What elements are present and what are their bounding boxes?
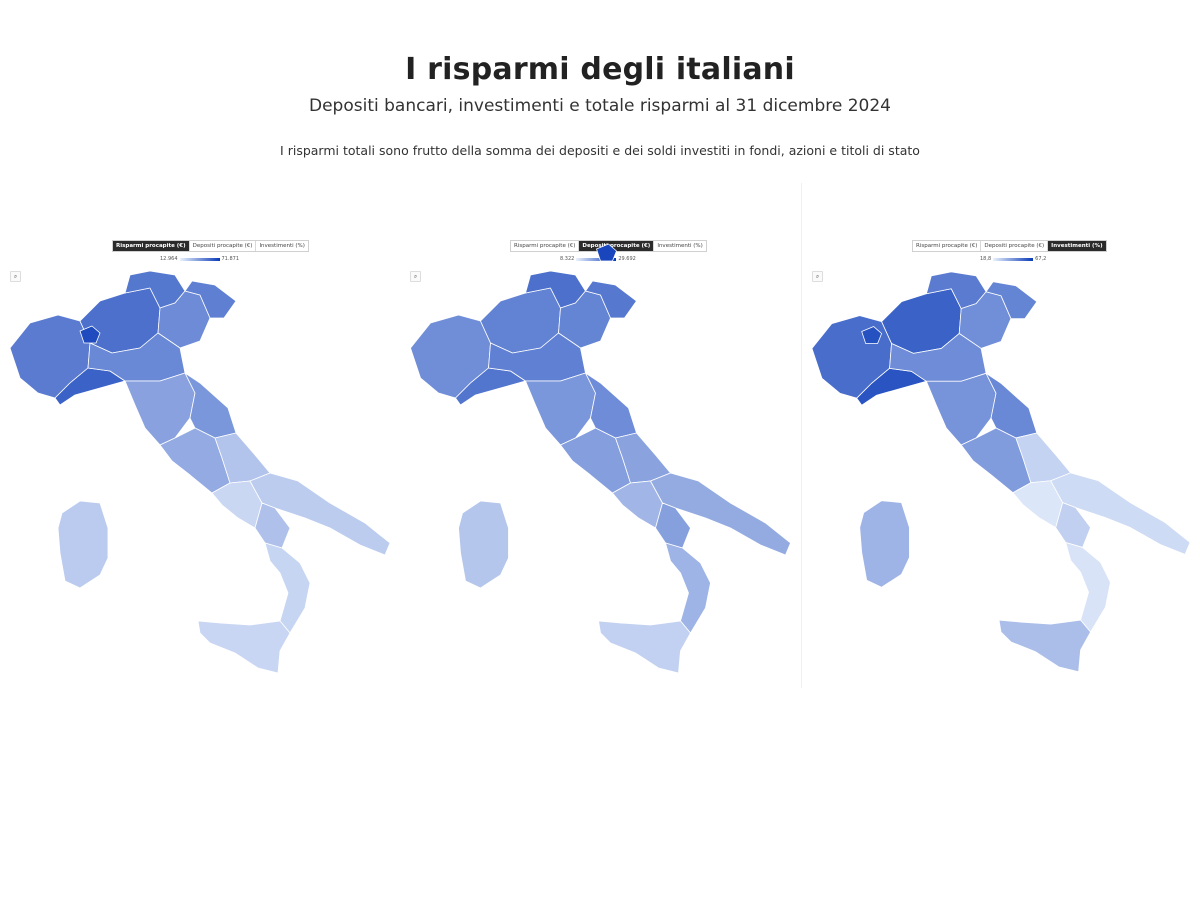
tab-risparmi[interactable]: Risparmi procapite (€) <box>113 241 190 251</box>
region-calabria[interactable] <box>264 542 311 634</box>
region-umbria-marche[interactable] <box>985 372 1038 439</box>
legend-min: 12.964 <box>160 256 178 262</box>
tab-depositi[interactable]: Depositi procapite (€) <box>190 241 257 251</box>
region-toscana[interactable] <box>124 372 196 446</box>
map-panel-investimenti: Risparmi procapite (€) Depositi procapit… <box>801 183 1200 688</box>
tab-depositi[interactable]: Depositi procapite (€) <box>579 241 655 251</box>
region-milano[interactable] <box>596 243 617 262</box>
legend-gradient <box>179 257 220 261</box>
region-calabria[interactable] <box>665 542 711 634</box>
tab-risparmi[interactable]: Risparmi procapite (€) <box>913 241 982 251</box>
map-tabs: Risparmi procapite (€) Depositi procapit… <box>912 240 1107 252</box>
map-panel-risparmi: Risparmi procapite (€) Depositi procapit… <box>0 183 400 688</box>
page-note: I risparmi totali sono frutto della somm… <box>280 143 920 158</box>
map-panel-depositi: Risparmi procapite (€) Depositi procapit… <box>400 183 801 688</box>
region-emilia[interactable] <box>87 332 186 382</box>
search-icon[interactable]: ⌕ <box>812 271 823 282</box>
tab-investimenti[interactable]: Investimenti (%) <box>1048 241 1106 251</box>
search-icon[interactable]: ⌕ <box>410 271 421 282</box>
tab-risparmi[interactable]: Risparmi procapite (€) <box>511 241 580 251</box>
color-legend: 12.964 71.871 <box>160 256 239 262</box>
region-sardegna[interactable] <box>458 500 509 589</box>
region-sicilia[interactable] <box>598 620 691 674</box>
legend-max: 29.692 <box>618 256 636 262</box>
region-umbria-marche[interactable] <box>184 372 237 439</box>
region-emilia[interactable] <box>488 332 586 382</box>
legend-gradient <box>576 257 617 261</box>
color-legend: 18,8 67,2 <box>980 256 1046 262</box>
region-emilia[interactable] <box>889 333 987 382</box>
tab-investimenti[interactable]: Investimenti (%) <box>657 243 703 249</box>
italy-map <box>9 270 391 674</box>
tab-depositi[interactable]: Depositi procapite (€) <box>981 241 1049 251</box>
region-milano[interactable] <box>861 326 882 344</box>
region-toscana[interactable] <box>525 372 596 446</box>
map-tabs: Risparmi procapite (€) Depositi procapit… <box>112 240 309 252</box>
legend-gradient <box>993 257 1034 261</box>
region-sardegna[interactable] <box>57 500 109 589</box>
region-milano[interactable] <box>79 325 101 344</box>
region-toscana[interactable] <box>925 372 997 446</box>
page-title: I risparmi degli italiani <box>405 52 795 87</box>
region-sardegna[interactable] <box>859 500 910 588</box>
region-calabria[interactable] <box>1065 542 1111 633</box>
italy-map <box>811 271 1191 673</box>
legend-min: 8.322 <box>560 256 575 262</box>
region-friuli[interactable] <box>585 280 637 319</box>
tab-investimenti[interactable]: Investimenti (%) <box>259 243 305 249</box>
page-subtitle: Depositi bancari, investimenti e totale … <box>309 96 891 116</box>
region-umbria-marche[interactable] <box>585 372 637 439</box>
region-sicilia[interactable] <box>998 619 1091 673</box>
color-legend: 8.322 29.692 <box>560 256 636 262</box>
italy-map <box>410 243 791 674</box>
legend-max: 67,2 <box>1035 256 1047 262</box>
legend-max: 71.871 <box>221 256 240 262</box>
search-icon[interactable]: ⌕ <box>10 271 21 282</box>
region-sicilia[interactable] <box>197 620 291 674</box>
legend-min: 18,8 <box>980 256 992 262</box>
region-friuli[interactable] <box>985 281 1038 319</box>
region-friuli[interactable] <box>184 280 237 319</box>
